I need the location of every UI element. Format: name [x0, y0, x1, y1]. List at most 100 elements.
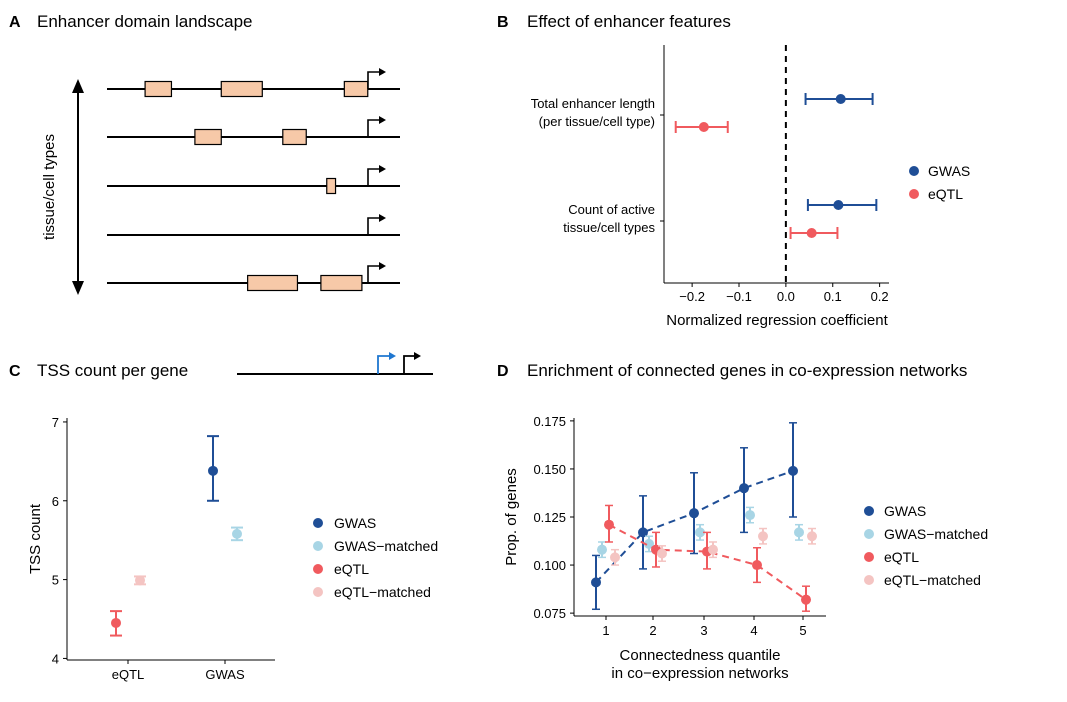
legend-marker-gwas	[909, 166, 919, 176]
enhancer-box	[283, 130, 306, 145]
category-label: Total enhancer length (per tissue/cell ty…	[531, 96, 655, 129]
tss-arrow	[368, 72, 379, 89]
point-eqtl	[752, 560, 762, 570]
y-tick-label: 4	[52, 651, 59, 666]
panel-b-plot: −0.2 −0.1 0.0 0.1 0.2 Normalized regression c…	[531, 45, 971, 329]
y-tick-label: 6	[52, 494, 59, 509]
legend-marker-eqtl	[313, 564, 323, 574]
x-tick-label: 0.0	[777, 289, 795, 304]
enhancer-box	[221, 82, 262, 97]
point-eqtl-matched	[758, 531, 768, 541]
tss-arrowhead	[379, 116, 386, 124]
panel-c-title: TSS count per gene	[37, 361, 188, 380]
category-label: Count of active tissue/cell types	[563, 202, 655, 235]
x-tick-label: −0.1	[726, 289, 752, 304]
y-tick-label: 0.175	[533, 414, 566, 429]
panel-a-title: Enhancer domain landscape	[37, 12, 252, 31]
tss-arrow	[368, 266, 379, 283]
legend-marker-gwas-matched	[864, 529, 874, 539]
tss-diagram	[237, 352, 433, 374]
x-tick-label: 4	[750, 623, 757, 638]
point-gwas-matched	[794, 527, 804, 537]
tss-arrowhead	[379, 214, 386, 222]
y-tick-label: 5	[52, 573, 59, 588]
legend-label-gwas: GWAS	[884, 503, 926, 519]
panel-b: B Effect of enhancer features −0.2 −0.1 0.…	[497, 12, 970, 329]
point-eqtl	[801, 595, 811, 605]
x-tick-label: 5	[799, 623, 806, 638]
y-axis-label: TSS count	[27, 503, 44, 574]
point-eqtl-matched	[610, 552, 620, 562]
legend-label-eqtl: eQTL	[334, 561, 369, 577]
point-gwas	[836, 94, 846, 104]
panel-c-plot: 4 5 6 7 eQTL GWAS TSS count GWAS GWAS−matched eQT…	[27, 415, 438, 682]
tss-arrow-alternative	[378, 356, 389, 374]
x-tick-label: 0.2	[871, 289, 889, 304]
tss-arrow-canonical	[404, 356, 414, 374]
legend-marker-gwas	[313, 518, 323, 528]
point-gwas-matched	[597, 545, 607, 555]
x-tick-label: 1	[602, 623, 609, 638]
legend-marker-gwas	[864, 506, 874, 516]
tss-arrow	[368, 218, 379, 235]
panel-d-title: Enrichment of connected genes in co-expr…	[527, 361, 967, 380]
x-tick-label: 2	[649, 623, 656, 638]
panel-d-letter: D	[497, 363, 509, 380]
y-axis-label: Prop. of genes	[503, 468, 520, 566]
legend-label-gwas-matched: GWAS−matched	[884, 526, 988, 542]
panel-b-letter: B	[497, 14, 509, 31]
enhancer-rows	[107, 68, 400, 291]
tss-arrow	[368, 120, 379, 137]
x-tick-label: 0.1	[824, 289, 842, 304]
tss-arrowhead-alternative	[389, 352, 396, 360]
point-eqtl	[111, 618, 121, 628]
enhancer-box	[195, 130, 221, 145]
point-eqtl-matched	[807, 531, 817, 541]
point-gwas-matched	[232, 529, 242, 539]
point-gwas	[739, 483, 749, 493]
point-eqtl	[807, 228, 817, 238]
x-tick-label: GWAS	[205, 667, 245, 682]
legend-label-eqtl: eQTL	[928, 186, 963, 202]
enhancer-box	[321, 276, 362, 291]
y-tick-label: 0.075	[533, 606, 566, 621]
tss-arrowhead	[379, 165, 386, 173]
point-gwas	[591, 577, 601, 587]
x-tick-label: 3	[700, 623, 707, 638]
x-tick-label: eQTL	[112, 667, 145, 682]
panel-b-title: Effect of enhancer features	[527, 12, 731, 31]
point-gwas	[208, 466, 218, 476]
point-gwas-matched	[745, 510, 755, 520]
tss-arrow	[368, 169, 379, 186]
tss-arrowhead-canonical	[414, 352, 421, 360]
panel-c-letter: C	[9, 363, 21, 380]
tissue-axis-arrowhead-up	[72, 79, 84, 93]
point-gwas	[833, 200, 843, 210]
point-eqtl	[699, 122, 709, 132]
point-eqtl	[604, 520, 614, 530]
legend-label-eqtl: eQTL	[884, 549, 919, 565]
x-tick-label: −0.2	[679, 289, 705, 304]
legend-marker-gwas-matched	[313, 541, 323, 551]
y-tick-label: 0.100	[533, 558, 566, 573]
point-eqtl-matched	[135, 575, 145, 585]
panel-d-plot: 0.075 0.100 0.125 0.150 0.175 1 2 3 4 5 Connectedn…	[503, 414, 988, 682]
y-tick-label: 0.150	[533, 462, 566, 477]
panel-a-letter: A	[9, 14, 21, 31]
legend-marker-eqtl-matched	[864, 575, 874, 585]
tissue-axis-arrowhead-down	[72, 281, 84, 295]
point-gwas	[689, 508, 699, 518]
y-tick-label: 0.125	[533, 510, 566, 525]
legend-marker-eqtl	[864, 552, 874, 562]
x-axis-label: Connectedness quantile in co−expression n…	[611, 647, 788, 682]
panel-c: C TSS count per gene 4 5 6 7 eQTL GWAS TSS cou…	[9, 352, 438, 682]
tss-arrowhead	[379, 68, 386, 76]
legend-label-eqtl-matched: eQTL−matched	[884, 572, 981, 588]
panel-a: A Enhancer domain landscape tissue/cell …	[9, 12, 400, 295]
legend-label-gwas-matched: GWAS−matched	[334, 538, 438, 554]
tss-arrowhead	[379, 262, 386, 270]
legend-marker-eqtl	[909, 189, 919, 199]
point-eqtl-matched	[708, 545, 718, 555]
enhancer-box	[145, 82, 171, 97]
